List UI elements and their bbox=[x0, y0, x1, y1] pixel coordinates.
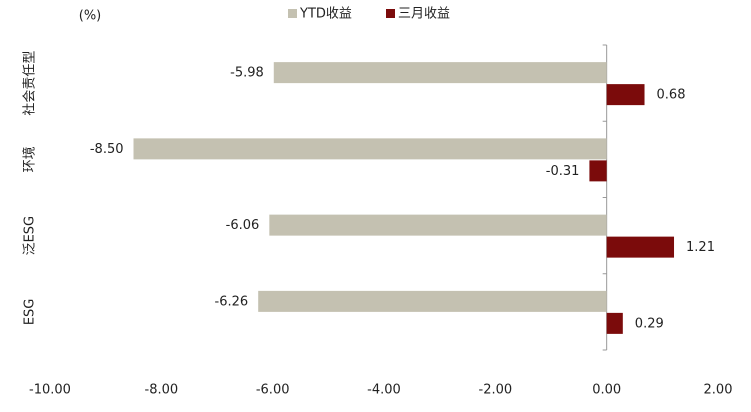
bar bbox=[606, 84, 645, 106]
value-label: 1.21 bbox=[686, 240, 715, 255]
category-label: 环境 bbox=[23, 146, 38, 172]
value-label: 0.29 bbox=[635, 316, 664, 331]
x-tick-label: -2.00 bbox=[479, 383, 513, 398]
x-tick-label: -8.00 bbox=[145, 383, 179, 398]
category-label: 社会责任型 bbox=[22, 51, 38, 116]
bar bbox=[589, 160, 607, 182]
x-tick-label: 0.00 bbox=[592, 383, 621, 398]
legend-swatch bbox=[386, 9, 395, 18]
x-tick-label: 2.00 bbox=[704, 383, 733, 398]
value-label: -8.50 bbox=[90, 142, 124, 157]
value-label: -6.06 bbox=[226, 218, 260, 233]
legend-label: 三月收益 bbox=[398, 7, 450, 22]
legend-label: YTD收益 bbox=[299, 7, 352, 22]
bar bbox=[133, 138, 607, 160]
unit-label: (%) bbox=[79, 9, 102, 24]
bar bbox=[606, 236, 675, 258]
x-tick-label: -10.00 bbox=[29, 383, 71, 398]
bar bbox=[258, 290, 607, 312]
category-label: 泛ESG bbox=[23, 216, 38, 256]
bar bbox=[606, 312, 623, 334]
value-label: -5.98 bbox=[230, 66, 264, 81]
value-label: 0.68 bbox=[657, 88, 686, 103]
bar bbox=[269, 214, 607, 236]
category-label: ESG bbox=[23, 299, 38, 326]
bar bbox=[273, 62, 607, 84]
value-label: -0.31 bbox=[546, 164, 580, 179]
x-tick-label: -6.00 bbox=[256, 383, 290, 398]
x-tick-label: -4.00 bbox=[367, 383, 401, 398]
legend-swatch bbox=[288, 9, 297, 18]
value-label: -6.26 bbox=[215, 294, 249, 309]
